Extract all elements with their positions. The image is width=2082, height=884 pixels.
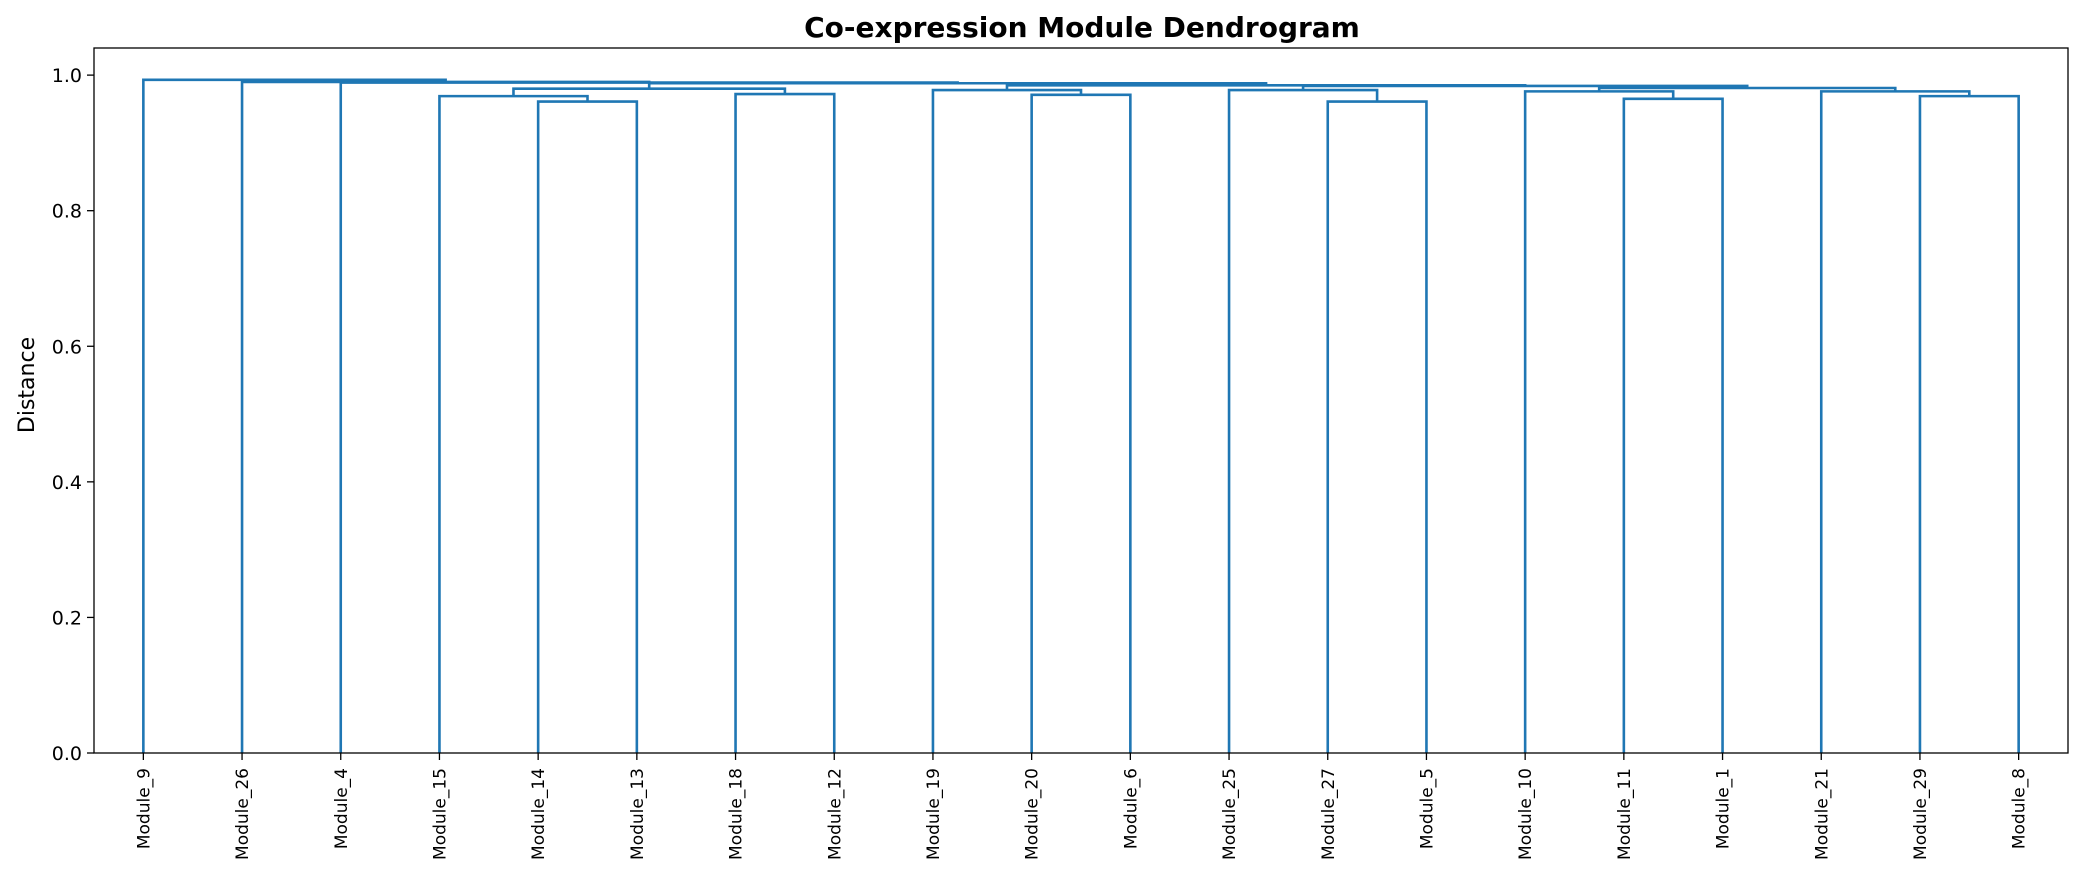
leaf-label: Module_27 <box>1319 768 1339 860</box>
leaf-label: Module_6 <box>1121 768 1141 849</box>
leaf-label: Module_20 <box>1023 768 1043 860</box>
leaf-label: Module_13 <box>628 768 648 860</box>
y-tick-label: 0.6 <box>52 336 82 358</box>
leaf-label: Module_26 <box>233 768 253 860</box>
dendrogram-links <box>142 78 2020 753</box>
leaf-label: Module_12 <box>825 768 845 860</box>
leaf-label: Module_14 <box>529 768 549 860</box>
chart-title: Co-expression Module Dendrogram <box>804 11 1360 44</box>
y-tick-label: 0.4 <box>52 472 82 494</box>
leaf-label: Module_15 <box>430 768 450 860</box>
leaf-label: Module_8 <box>2010 768 2030 849</box>
dendrogram-link <box>734 92 836 753</box>
dendrogram-link <box>240 80 651 753</box>
dendrogram-link <box>1326 100 1428 753</box>
y-axis: 0.0 0.2 0.4 0.6 0.8 1.0 <box>52 65 94 765</box>
x-axis: Module_9 Module_26 Module_4 Module_15 Module… <box>134 753 2030 860</box>
y-tick-label: 1.0 <box>52 65 82 87</box>
leaf-label: Module_25 <box>1220 768 1240 860</box>
leaf-label: Module_5 <box>1417 768 1437 849</box>
dendrogram-link <box>536 100 639 753</box>
dendrogram-link <box>1523 90 1675 753</box>
dendrogram-link <box>512 87 787 97</box>
leaf-label: Module_11 <box>1615 768 1635 860</box>
dendrogram-link <box>1819 90 1971 753</box>
y-tick-label: 0.8 <box>52 201 82 223</box>
dendrogram-link <box>1622 97 1724 753</box>
y-tick-label: 0.0 <box>52 743 82 765</box>
leaf-label: Module_10 <box>1516 768 1536 860</box>
leaf-label: Module_29 <box>1911 768 1931 860</box>
dendrogram-link <box>931 88 1083 753</box>
dendrogram-link <box>1005 83 1527 91</box>
y-tick-label: 0.2 <box>52 607 82 629</box>
dendrogram-link <box>1030 93 1132 753</box>
dendrogram-link <box>1597 86 1897 92</box>
leaf-label: Module_18 <box>727 768 747 860</box>
leaf-label: Module_9 <box>134 768 154 849</box>
dendrogram-link <box>339 81 959 753</box>
leaf-label: Module_1 <box>1714 768 1734 849</box>
leaf-label: Module_19 <box>924 768 944 860</box>
leaf-label: Module_4 <box>332 768 352 849</box>
dendrogram-link <box>438 94 589 753</box>
leaf-label: Module_21 <box>1812 768 1832 860</box>
y-axis-label: Distance <box>15 337 40 433</box>
dendrogram-link <box>142 78 447 753</box>
dendrogram-link <box>1227 88 1379 753</box>
dendrogram-link <box>1918 94 2020 753</box>
plot-frame <box>93 47 2069 754</box>
